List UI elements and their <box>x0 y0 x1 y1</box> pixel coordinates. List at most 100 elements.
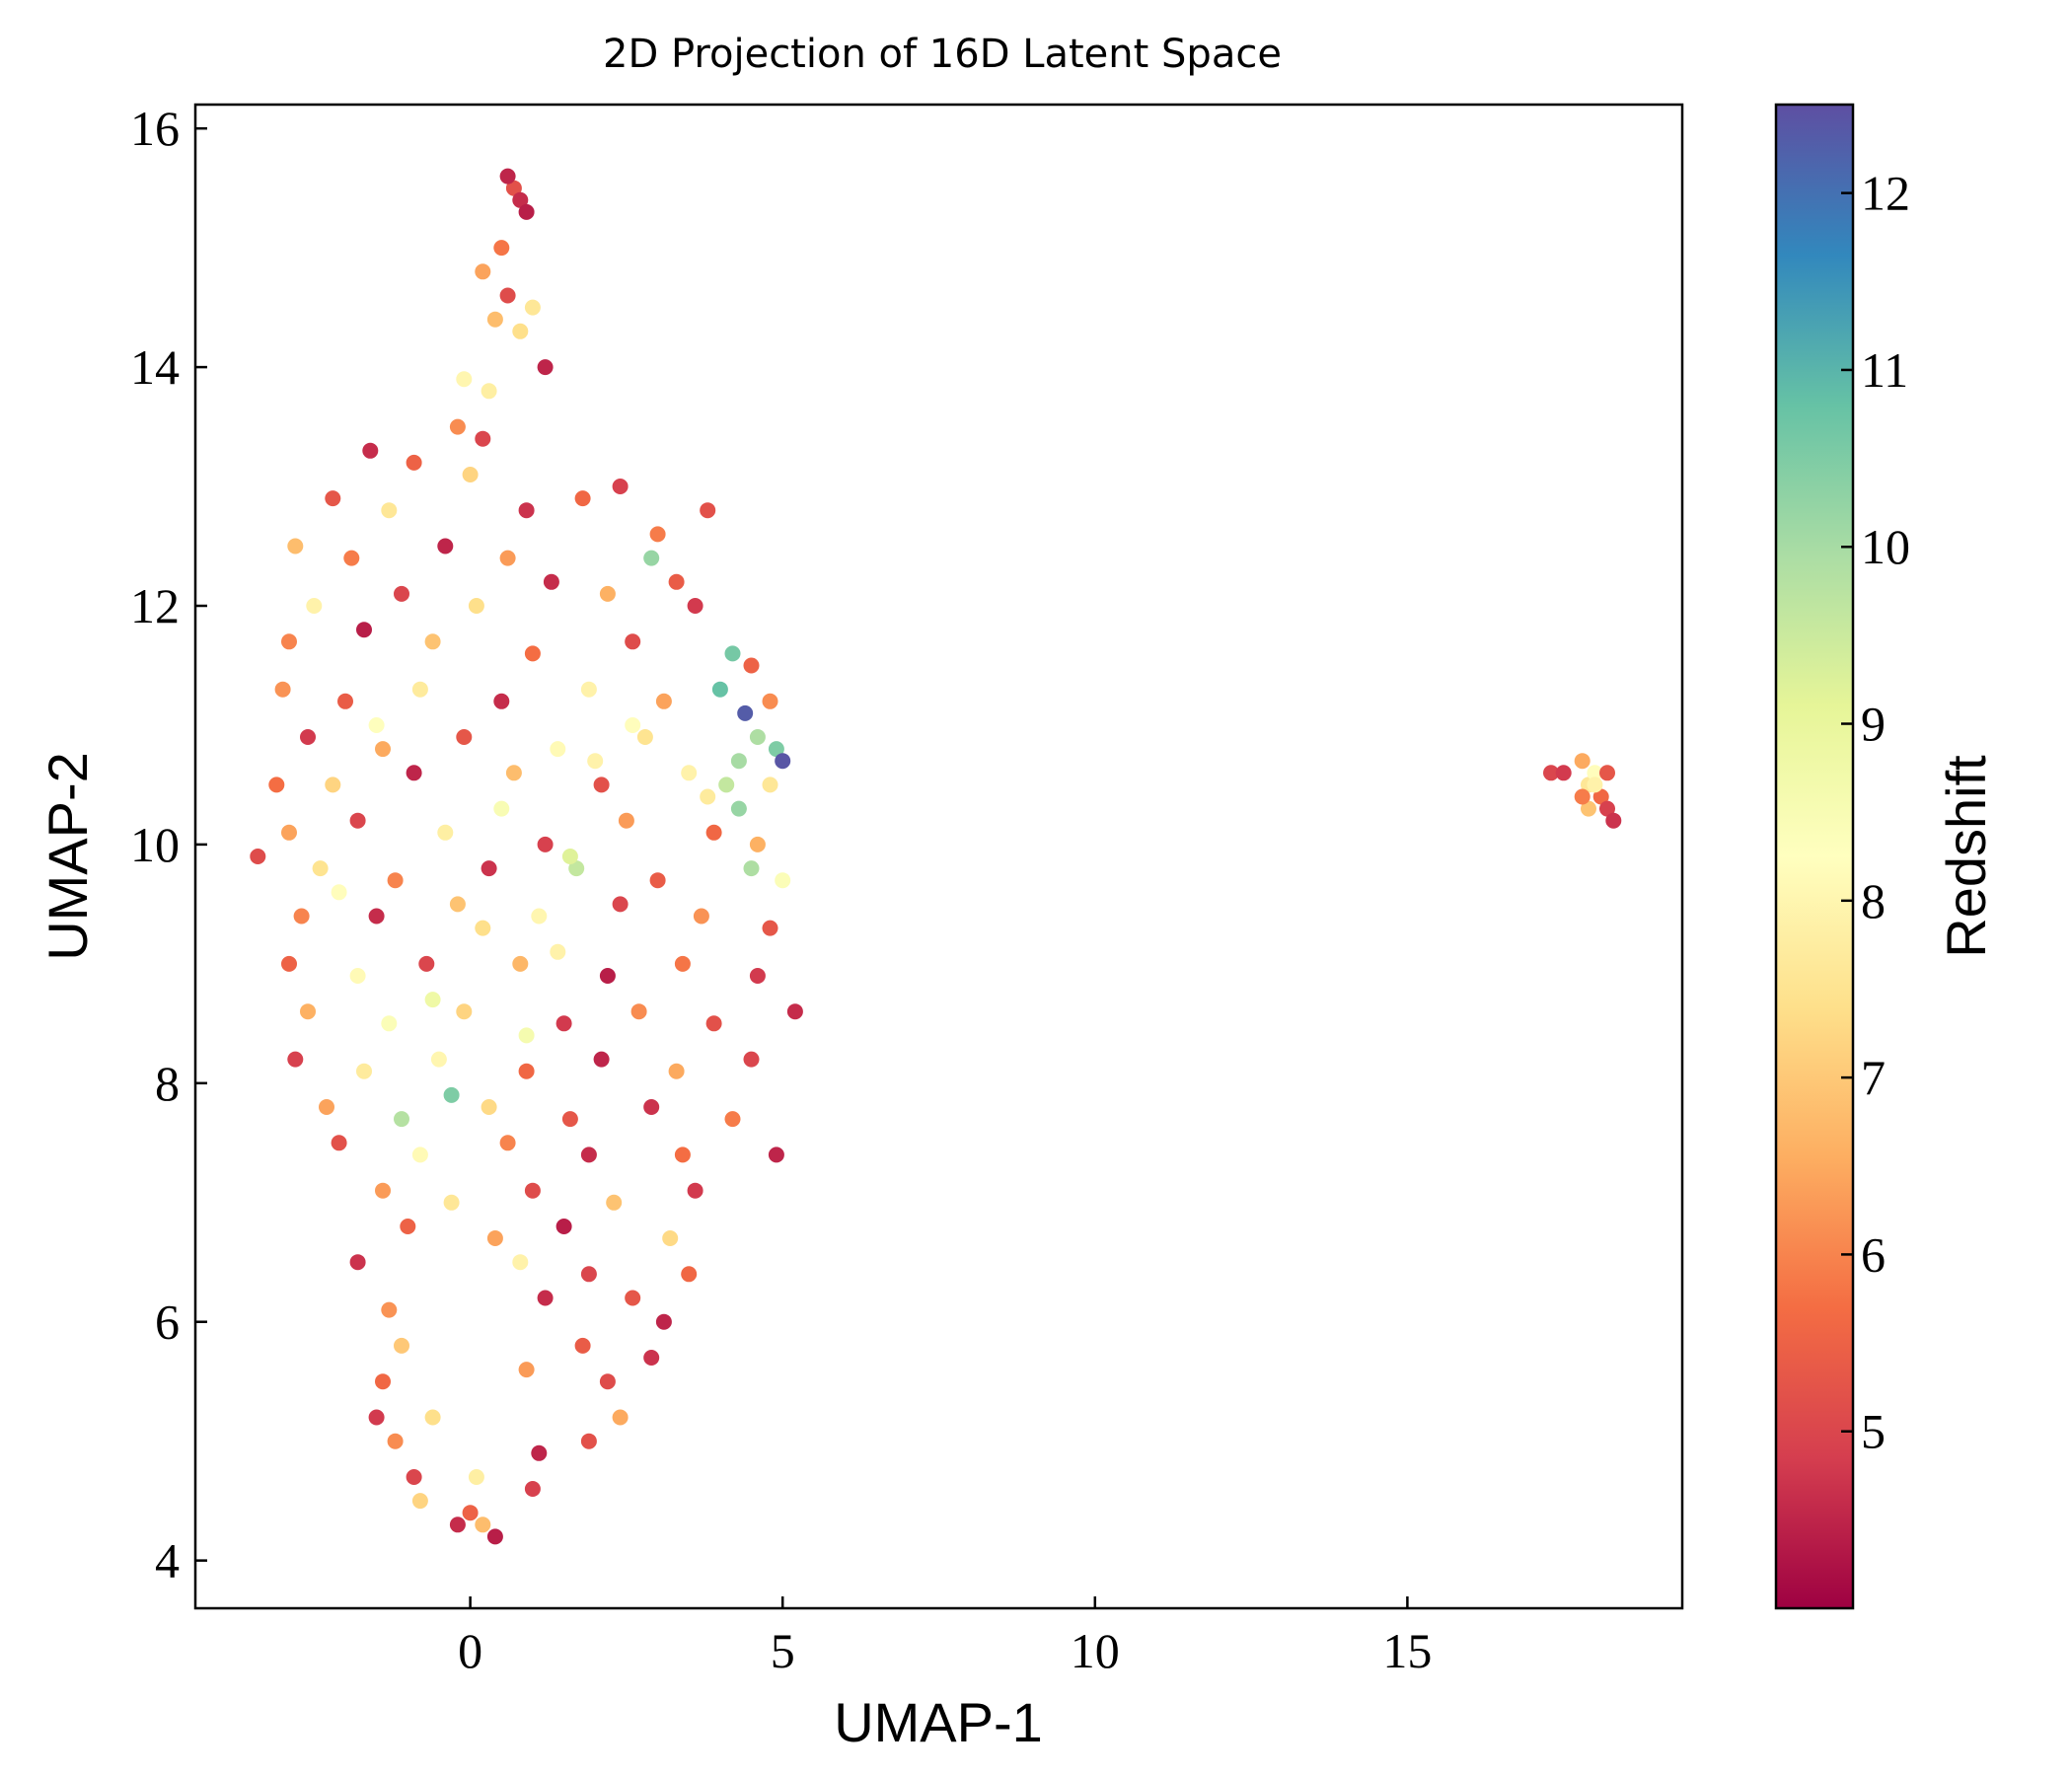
scatter-point <box>700 788 716 805</box>
colorbar-tick-label: 6 <box>1861 1226 1886 1282</box>
scatter-point <box>705 824 722 841</box>
scatter-point <box>475 920 491 936</box>
scatter-point <box>655 693 672 709</box>
colorbar-tick-label: 10 <box>1861 519 1910 574</box>
scatter-point <box>424 633 441 650</box>
scatter-point <box>655 1313 672 1330</box>
scatter-point <box>493 800 510 817</box>
chart-title: 2D Projection of 16D Latent Space <box>603 32 1282 77</box>
scatter-point <box>649 526 666 543</box>
scatter-point <box>368 1409 385 1426</box>
points-layer <box>250 168 1622 1545</box>
scatter-point <box>649 872 666 889</box>
colorbar-label: Redshift <box>1935 755 1997 958</box>
scatter-point <box>287 1051 304 1068</box>
scatter-point <box>349 1254 366 1271</box>
scatter-point <box>306 598 323 614</box>
y-tick-label: 8 <box>155 1056 180 1111</box>
scatter-point <box>580 1433 597 1449</box>
scatter-point <box>518 1027 535 1044</box>
scatter-point <box>537 359 554 376</box>
scatter-point <box>512 1254 529 1271</box>
scatter-point <box>1581 800 1596 817</box>
scatter-point <box>768 1147 784 1163</box>
scatter-point <box>406 765 422 781</box>
scatter-point <box>475 1517 491 1533</box>
scatter-point <box>537 836 554 852</box>
scatter-point <box>375 741 391 758</box>
scatter-point <box>768 741 784 758</box>
scatter-point <box>400 1219 416 1234</box>
scatter-point <box>599 585 616 602</box>
scatter-point <box>762 693 778 709</box>
scatter-point <box>668 1063 685 1079</box>
scatter-point <box>443 1194 460 1211</box>
scatter-point <box>325 777 341 793</box>
scatter-point <box>343 550 360 566</box>
scatter-point <box>481 1099 497 1115</box>
scatter-point <box>555 1219 572 1234</box>
scatter-point <box>1555 765 1572 781</box>
scatter-point <box>349 968 366 984</box>
scatter-point <box>574 490 591 507</box>
scatter-point <box>449 1517 466 1533</box>
colorbar-tick-label: 8 <box>1861 873 1886 928</box>
scatter-point <box>411 681 428 698</box>
scatter-point <box>512 955 529 972</box>
scatter-point <box>411 1147 428 1163</box>
scatter-point <box>387 872 404 889</box>
scatter-point <box>281 955 297 972</box>
x-axis-ticks: 0 5 10 15 <box>458 1596 1432 1678</box>
scatter-point <box>319 1099 334 1115</box>
scatter-point <box>625 717 641 733</box>
scatter-point <box>356 622 372 638</box>
scatter-point <box>456 1003 473 1020</box>
scatter-point <box>593 777 610 793</box>
scatter-point <box>700 502 716 519</box>
scatter-point <box>599 968 616 984</box>
colorbar-tick-label: 9 <box>1861 697 1886 752</box>
scatter-point <box>418 955 435 972</box>
scatter-point <box>462 1505 479 1521</box>
colorbar-frame <box>1774 103 1855 1610</box>
scatter-point <box>499 1135 516 1151</box>
scatter-point <box>662 1230 679 1246</box>
scatter-point <box>349 812 366 829</box>
y-tick-label: 4 <box>155 1533 180 1589</box>
scatter-point <box>518 1063 535 1079</box>
scatter-point <box>281 824 297 841</box>
scatter-point <box>775 753 791 770</box>
scatter-point <box>618 812 634 829</box>
scatter-point <box>375 1373 391 1390</box>
scatter-point <box>518 502 535 519</box>
scatter-point <box>743 860 760 877</box>
scatter-point <box>580 681 597 698</box>
scatter-point <box>430 1051 447 1068</box>
scatter-point <box>499 168 516 185</box>
scatter-point <box>486 1230 503 1246</box>
scatter-point <box>1587 777 1603 793</box>
scatter-point <box>486 311 503 328</box>
scatter-point <box>550 943 566 960</box>
scatter-point <box>718 777 735 793</box>
scatter-point <box>449 418 466 435</box>
colorbar-tick-label: 5 <box>1861 1404 1886 1459</box>
scatter-point <box>705 1015 722 1032</box>
colorbar-tick-label: 11 <box>1861 342 1908 398</box>
scatter-point <box>406 1469 422 1485</box>
scatter-point <box>300 729 316 745</box>
scatter-point <box>337 693 353 709</box>
scatter-point <box>543 573 559 590</box>
scatter-point <box>681 765 698 781</box>
scatter-point <box>1574 753 1591 770</box>
x-tick-label: 0 <box>458 1623 482 1678</box>
scatter-point <box>687 598 703 614</box>
scatter-point <box>493 240 510 257</box>
scatter-point <box>612 1409 629 1426</box>
scatter-point <box>749 968 766 984</box>
scatter-point <box>625 1290 641 1306</box>
scatter-point <box>606 1194 623 1211</box>
scatter-point <box>381 502 398 519</box>
scatter-point <box>331 1135 347 1151</box>
